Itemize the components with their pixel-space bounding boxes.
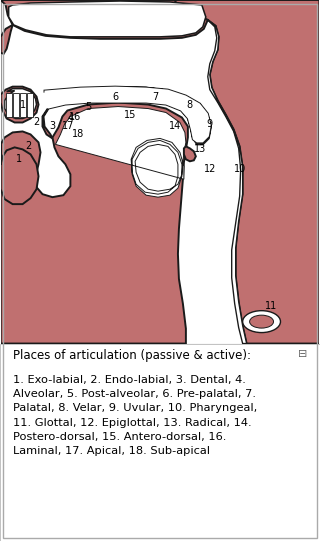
Text: ⊟: ⊟ [298, 349, 307, 359]
Polygon shape [55, 107, 186, 197]
Polygon shape [1, 25, 12, 54]
Polygon shape [9, 1, 206, 37]
Polygon shape [44, 87, 211, 142]
Text: 13: 13 [194, 144, 206, 154]
Text: 18: 18 [72, 129, 84, 140]
Text: 12: 12 [204, 164, 216, 174]
Polygon shape [208, 20, 247, 344]
Polygon shape [184, 147, 196, 161]
Text: 14: 14 [169, 122, 181, 131]
Text: 8: 8 [187, 100, 193, 110]
Polygon shape [1, 103, 188, 344]
Polygon shape [1, 0, 319, 344]
Ellipse shape [250, 315, 274, 328]
Text: 4: 4 [67, 114, 74, 123]
Ellipse shape [243, 311, 281, 333]
Polygon shape [43, 87, 211, 144]
Polygon shape [1, 0, 208, 39]
Polygon shape [6, 93, 12, 116]
Text: 10: 10 [234, 164, 246, 174]
Text: 2: 2 [33, 117, 40, 128]
Polygon shape [12, 93, 19, 116]
Text: 5: 5 [85, 102, 92, 111]
Polygon shape [5, 89, 36, 118]
Text: Places of articulation (passive & active):: Places of articulation (passive & active… [13, 349, 251, 362]
Text: 3: 3 [49, 122, 56, 131]
Text: 11: 11 [265, 301, 278, 311]
Polygon shape [175, 0, 319, 344]
Text: 2: 2 [25, 141, 32, 151]
Text: 1: 1 [16, 154, 22, 164]
Text: 6: 6 [112, 91, 118, 102]
Text: 17: 17 [62, 122, 75, 131]
Text: 15: 15 [124, 109, 136, 120]
Polygon shape [27, 93, 33, 116]
Text: 9: 9 [207, 120, 213, 129]
Text: 16: 16 [69, 111, 82, 122]
Text: 1. Exo-labial, 2. Endo-labial, 3. Dental, 4.
Alveolar, 5. Post-alveolar, 6. Pre-: 1. Exo-labial, 2. Endo-labial, 3. Dental… [13, 375, 257, 456]
Text: 1: 1 [20, 100, 26, 110]
Polygon shape [1, 87, 38, 122]
Polygon shape [0, 344, 320, 541]
Text: 7: 7 [152, 91, 158, 102]
Polygon shape [1, 144, 38, 204]
Polygon shape [20, 93, 26, 116]
